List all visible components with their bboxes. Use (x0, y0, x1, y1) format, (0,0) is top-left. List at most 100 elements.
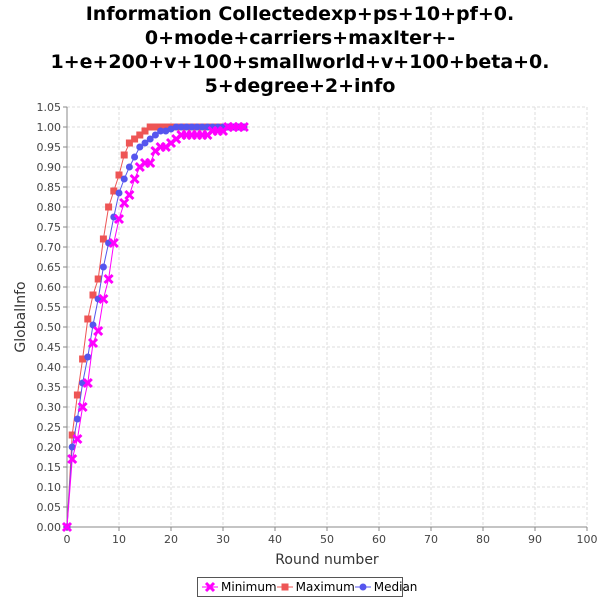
data-point-median (136, 143, 144, 151)
data-point-maximum (84, 315, 92, 323)
data-point-maximum (151, 123, 159, 131)
y-tick-label: 0.30 (37, 401, 62, 414)
y-tick-label: 0.65 (37, 261, 62, 274)
data-point-minimum (113, 213, 125, 225)
legend-swatch-marker (359, 583, 367, 591)
y-tick-label: 0.70 (37, 241, 62, 254)
data-point-maximum (68, 431, 76, 439)
legend-swatch (276, 583, 293, 591)
data-point-maximum (73, 391, 81, 399)
data-point-minimum (129, 173, 140, 185)
x-tick-label: 30 (216, 533, 230, 546)
legend-item-median: Median (354, 580, 417, 594)
data-point-maximum (120, 151, 128, 159)
x-tick-label: 80 (476, 533, 490, 546)
x-tick-label: 0 (64, 533, 71, 546)
y-tick-label: 1.05 (37, 101, 62, 114)
data-point-maximum (136, 131, 144, 139)
y-tick-label: 0.50 (37, 321, 62, 334)
x-tick-label: 60 (372, 533, 386, 546)
data-point-maximum (89, 291, 97, 299)
data-point-minimum (119, 197, 130, 209)
y-tick-label: 0.75 (37, 221, 62, 234)
x-tick-label: 70 (424, 533, 438, 546)
chart-title-line: Information Collectedexp+ps+10+pf+0. (85, 3, 515, 25)
legend-label: Minimum (221, 580, 277, 594)
data-point-minimum (77, 401, 88, 413)
x-tick-label: 20 (164, 533, 178, 546)
legend: Minimum Maximum Median (197, 577, 417, 597)
data-point-median (172, 123, 180, 131)
axis-layer: 0.00 0.05 0.10 0.15 0.20 0.25 0.30 0.35 0.40 0.45… (37, 101, 598, 546)
y-tick-label: 0.45 (37, 341, 62, 354)
data-point-median (125, 163, 133, 171)
data-point-median (131, 153, 139, 161)
legend-item-maximum: Maximum (276, 580, 355, 594)
y-tick-label: 0.55 (37, 301, 62, 314)
data-point-median (157, 127, 165, 135)
legend-label: Maximum (295, 580, 355, 594)
x-tick-label: 50 (320, 533, 334, 546)
data-point-median (68, 443, 76, 451)
data-point-minimum (72, 433, 83, 445)
data-point-median (146, 135, 154, 143)
data-point-median (151, 131, 159, 139)
data-point-maximum (79, 355, 87, 363)
data-point-minimum (93, 325, 104, 337)
data-point-minimum (82, 377, 93, 389)
data-point-maximum (125, 139, 133, 147)
y-tick-label: 0.60 (37, 281, 62, 294)
y-tick-label: 0.85 (37, 181, 62, 194)
series-layer (61, 121, 249, 533)
y-tick-label: 0.25 (37, 421, 62, 434)
x-tick-label: 10 (112, 533, 126, 546)
chart-title-line: 5+degree+2+info (204, 75, 396, 97)
y-tick-label: 0.20 (37, 441, 62, 454)
data-point-maximum (94, 275, 102, 283)
data-point-median (120, 175, 128, 183)
data-point-maximum (141, 127, 149, 135)
y-tick-label: 0.95 (37, 141, 62, 154)
legend-swatch-marker (281, 583, 289, 591)
data-point-median (198, 123, 206, 131)
data-point-minimum (98, 293, 109, 305)
series-minimum (61, 121, 249, 533)
data-point-median (188, 123, 196, 131)
y-tick-label: 0.90 (37, 161, 62, 174)
y-tick-label: 0.80 (37, 201, 62, 214)
legend-item-minimum: Minimum (202, 580, 277, 594)
legend-swatch (354, 583, 371, 591)
x-tick-label: 100 (577, 533, 598, 546)
x-tick-label: 40 (268, 533, 282, 546)
data-point-maximum (146, 123, 154, 131)
y-tick-label: 0.35 (37, 381, 62, 394)
data-point-median (115, 189, 123, 197)
data-point-median (84, 353, 92, 361)
y-tick-label: 0.10 (37, 481, 62, 494)
data-point-maximum (105, 203, 113, 211)
y-tick-label: 0.05 (37, 501, 62, 514)
y-tick-label: 0.15 (37, 461, 62, 474)
data-point-median (73, 415, 81, 423)
data-point-median (141, 139, 149, 147)
data-point-minimum (108, 237, 119, 249)
y-tick-label: 0.40 (37, 361, 62, 374)
data-point-median (183, 123, 191, 131)
data-point-maximum (110, 187, 118, 195)
data-point-minimum (103, 273, 114, 285)
data-point-maximum (115, 171, 123, 179)
data-point-minimum (61, 521, 73, 533)
data-point-median (177, 123, 185, 131)
data-point-minimum (87, 337, 99, 349)
data-point-maximum (131, 135, 139, 143)
data-point-maximum (162, 123, 170, 131)
y-axis-label: GlobalInfo (13, 281, 29, 352)
data-point-median (99, 263, 107, 271)
x-axis-label: Round number (275, 552, 379, 568)
y-tick-label: 0.00 (37, 521, 62, 534)
chart-title-line: 1+e+200+v+100+smallworld+v+100+beta+0. (50, 51, 550, 73)
data-point-minimum (124, 189, 135, 201)
chart-title-line: 0+mode+carriers+maxIter+- (144, 27, 456, 49)
data-point-maximum (157, 123, 165, 131)
